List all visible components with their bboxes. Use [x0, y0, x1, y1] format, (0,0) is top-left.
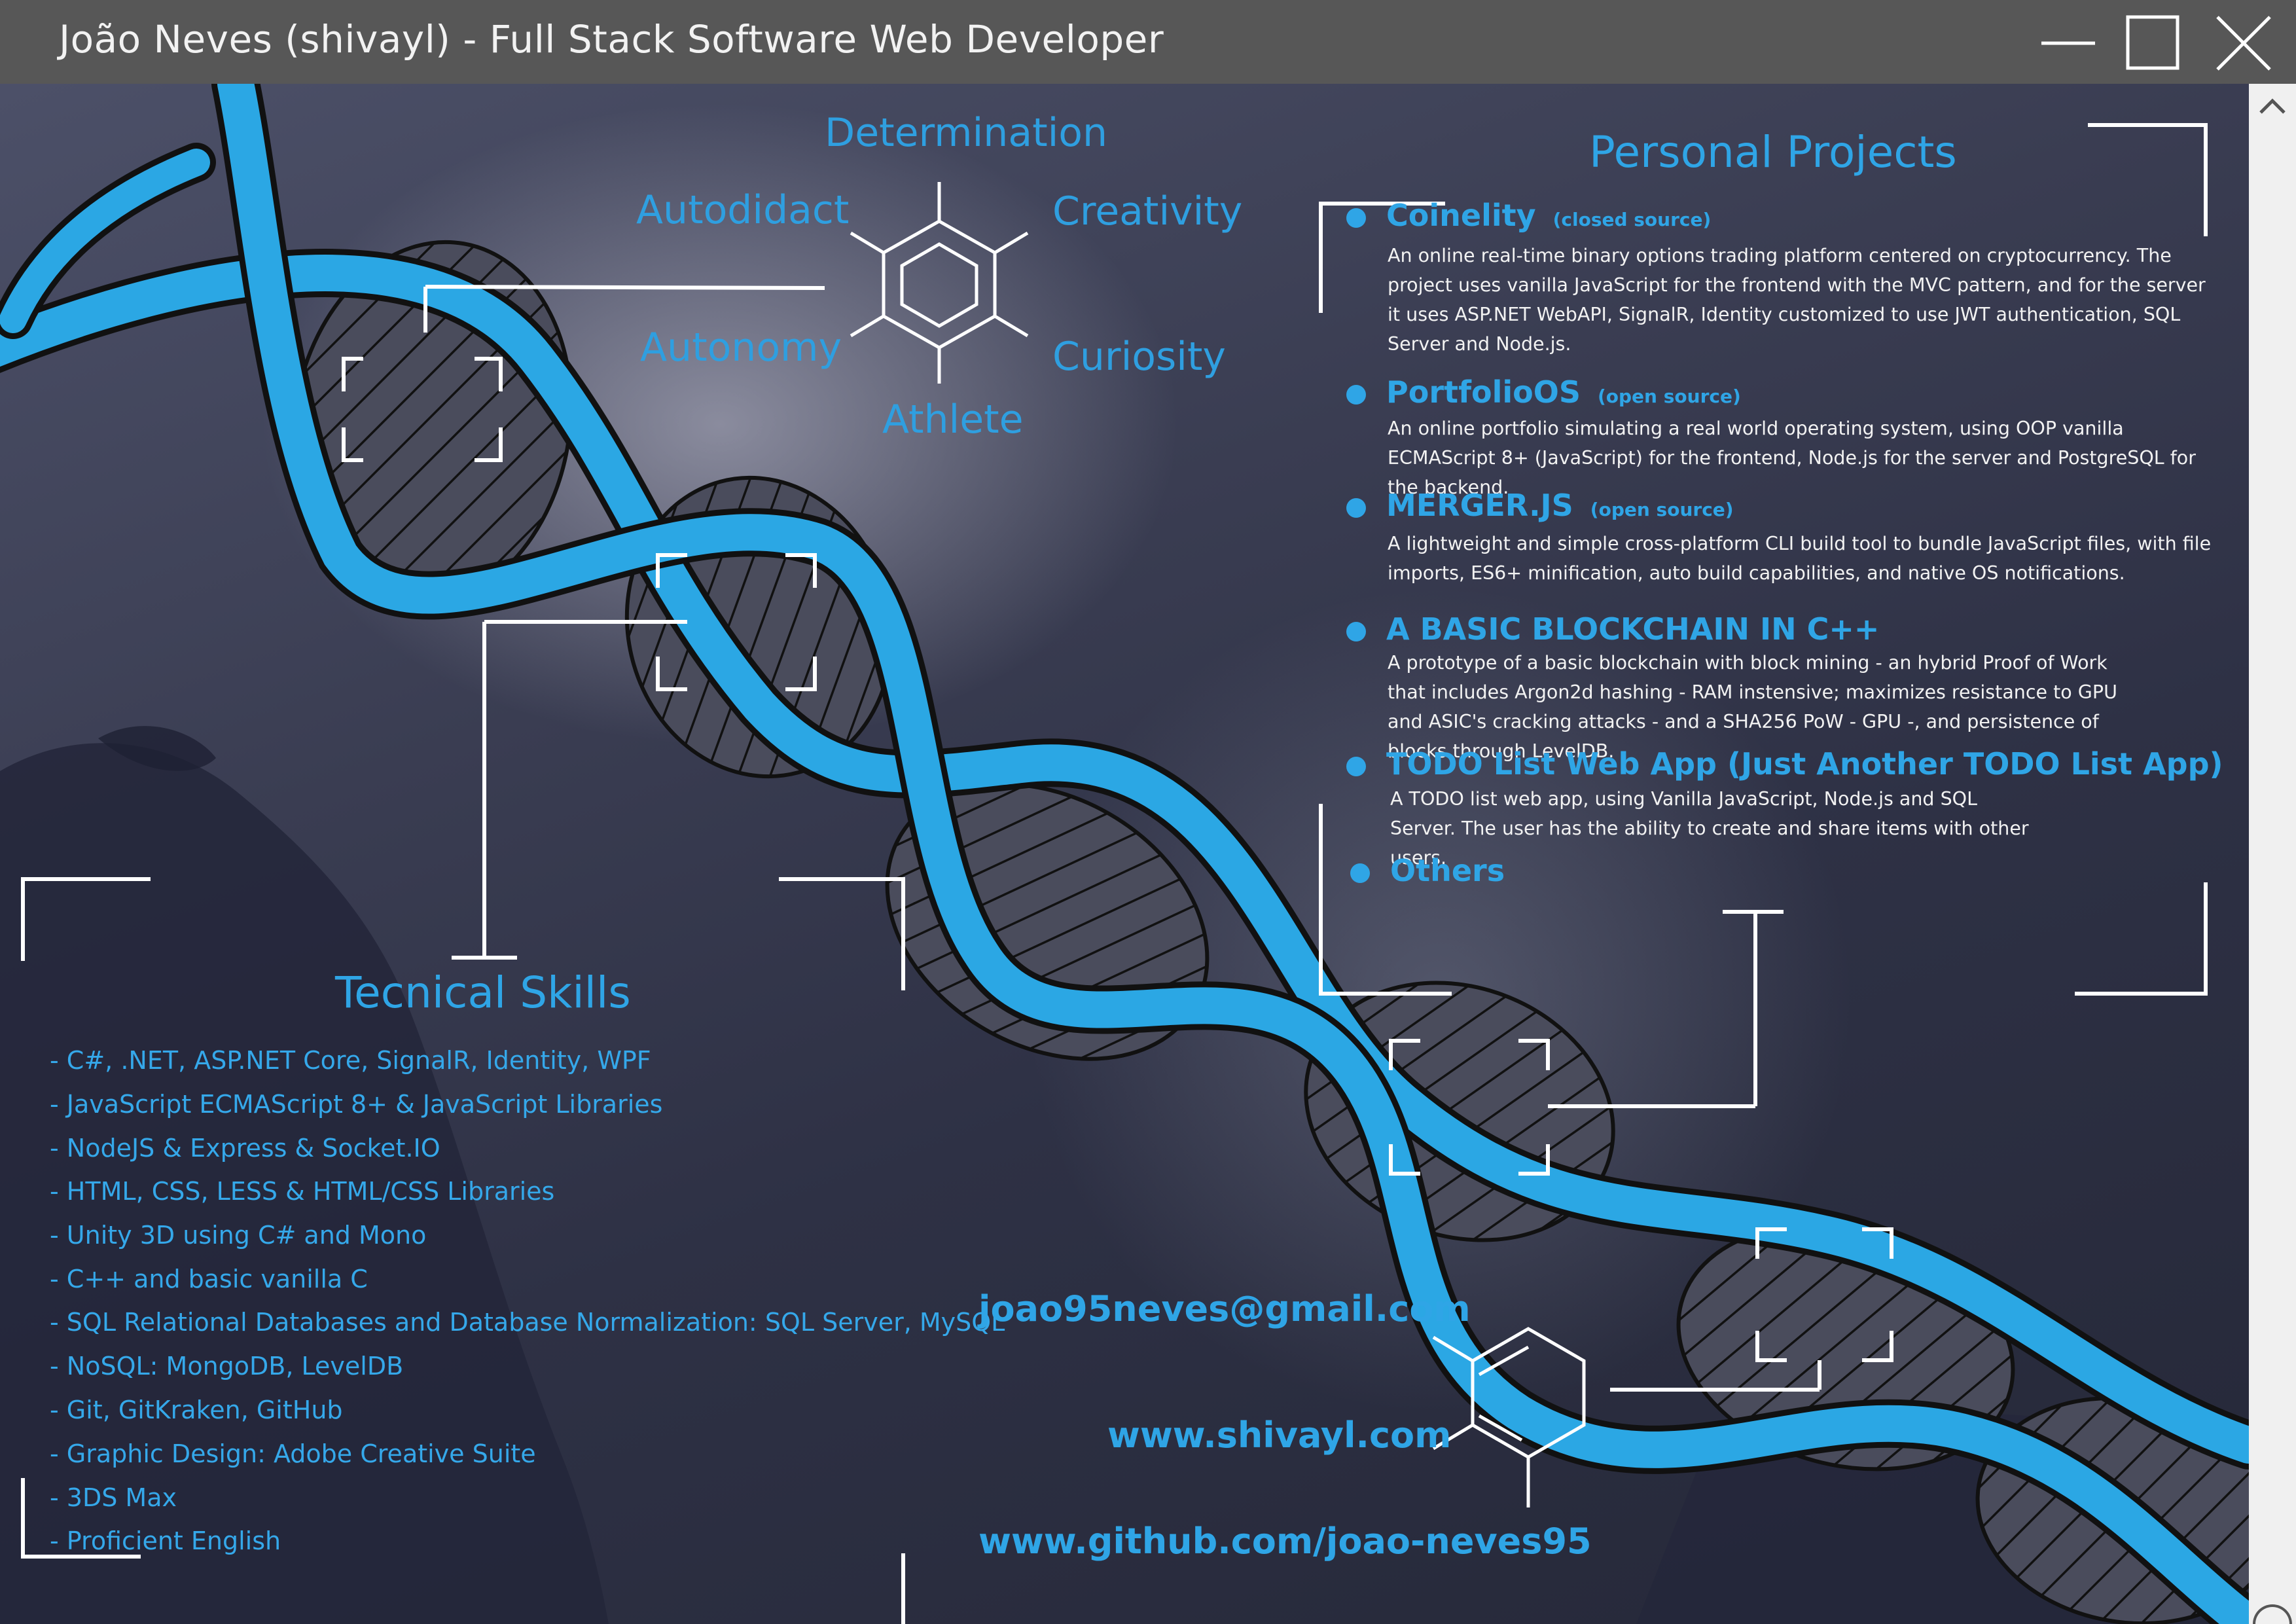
trait-label: Athlete [882, 397, 1024, 442]
project-description: An online portfolio simulating a real wo… [1388, 418, 2196, 498]
project-title[interactable]: MERGER.JS (open source) [1386, 488, 1734, 523]
annotation-lines [21, 123, 2208, 1624]
trait-label: Autodidact [636, 187, 850, 233]
maximize-icon [2126, 15, 2179, 70]
trait-label: Curiosity [1052, 334, 1226, 380]
project-tag: (open source) [1597, 386, 1741, 407]
bullet-icon [1346, 757, 1366, 776]
bullet-icon [1346, 385, 1366, 405]
trait-label: Autonomy [640, 325, 842, 370]
project-title[interactable]: Coinelity (closed source) [1386, 198, 1711, 233]
skill-item: - Proficient English [50, 1526, 281, 1555]
project-title[interactable]: Others [1390, 853, 1505, 888]
project-title[interactable]: TODO List Web App (Just Another TODO Lis… [1386, 746, 2223, 782]
maximize-button[interactable] [2119, 0, 2191, 84]
vertical-scrollbar[interactable] [2249, 84, 2296, 1624]
scroll-up-icon [2259, 98, 2286, 114]
molecule-icon [1432, 1327, 1586, 1507]
project-name: TODO List Web App (Just Another TODO Lis… [1386, 746, 2223, 782]
project-tag: (open source) [1590, 499, 1734, 520]
bullet-icon [1346, 498, 1366, 518]
project-title[interactable]: A BASIC BLOCKCHAIN IN C++ [1386, 611, 1879, 647]
trait-label: Determination [825, 110, 1108, 156]
title-bar: João Neves (shivayl) - Full Stack Softwa… [0, 0, 2296, 84]
scroll-thumb[interactable] [2253, 1604, 2292, 1624]
project-name: Others [1390, 853, 1505, 888]
skill-item: - JavaScript ECMAScript 8+ & JavaScript … [50, 1090, 663, 1119]
close-button[interactable] [2207, 0, 2279, 84]
skill-item: - HTML, CSS, LESS & HTML/CSS Libraries [50, 1177, 555, 1206]
window-title: João Neves (shivayl) - Full Stack Softwa… [59, 17, 1164, 62]
github-link[interactable]: www.github.com/joao-neves95 [978, 1521, 1592, 1562]
close-icon [2216, 16, 2271, 71]
skill-item: - NoSQL: MongoDB, LevelDB [50, 1352, 404, 1380]
trait-label: Creativity [1052, 189, 1243, 234]
main-canvas: Determination Autodidact Creativity Auto… [0, 84, 2249, 1624]
project-title[interactable]: PortfolioOS (open source) [1386, 374, 1741, 410]
skill-item: - C++ and basic vanilla C [50, 1265, 368, 1293]
minimize-icon [2041, 41, 2095, 45]
minimize-button[interactable] [2032, 0, 2104, 84]
project-tag: (closed source) [1552, 209, 1712, 230]
skill-item: - Unity 3D using C# and Mono [50, 1221, 427, 1250]
project-name: A BASIC BLOCKCHAIN IN C++ [1386, 611, 1880, 647]
project-description: A prototype of a basic blockchain with b… [1388, 652, 2117, 762]
project-name: PortfolioOS [1386, 374, 1581, 410]
project-name: Coinelity [1386, 198, 1536, 233]
scroll-up-button[interactable] [2249, 84, 2296, 131]
skill-item: - Git, GitKraken, GitHub [50, 1396, 343, 1424]
project-description: An online real-time binary options tradi… [1388, 245, 2206, 355]
bullet-icon [1346, 622, 1366, 641]
projects-heading: Personal Projects [1589, 127, 1957, 177]
molecule-icon [850, 182, 1029, 384]
project-name: MERGER.JS [1386, 488, 1573, 523]
project-description: A lightweight and simple cross-platform … [1388, 533, 2212, 584]
skill-item: - SQL Relational Databases and Database … [50, 1308, 1005, 1337]
skill-item: - C#, .NET, ASP.NET Core, SignalR, Ident… [50, 1046, 651, 1075]
skill-item: - Graphic Design: Adobe Creative Suite [50, 1439, 536, 1468]
bullet-icon [1350, 863, 1370, 883]
skills-heading: Tecnical Skills [335, 967, 631, 1018]
email-link[interactable]: joao95neves@gmail.com [978, 1288, 1471, 1329]
skill-item: - NodeJS & Express & Socket.IO [50, 1134, 440, 1163]
skill-item: - 3DS Max [50, 1483, 177, 1512]
bullet-icon [1346, 208, 1366, 228]
website-link[interactable]: www.shivayl.com [1107, 1415, 1452, 1456]
project-description: A TODO list web app, using Vanilla JavaS… [1390, 788, 2029, 869]
dna-helix-illustration [0, 84, 2249, 1624]
